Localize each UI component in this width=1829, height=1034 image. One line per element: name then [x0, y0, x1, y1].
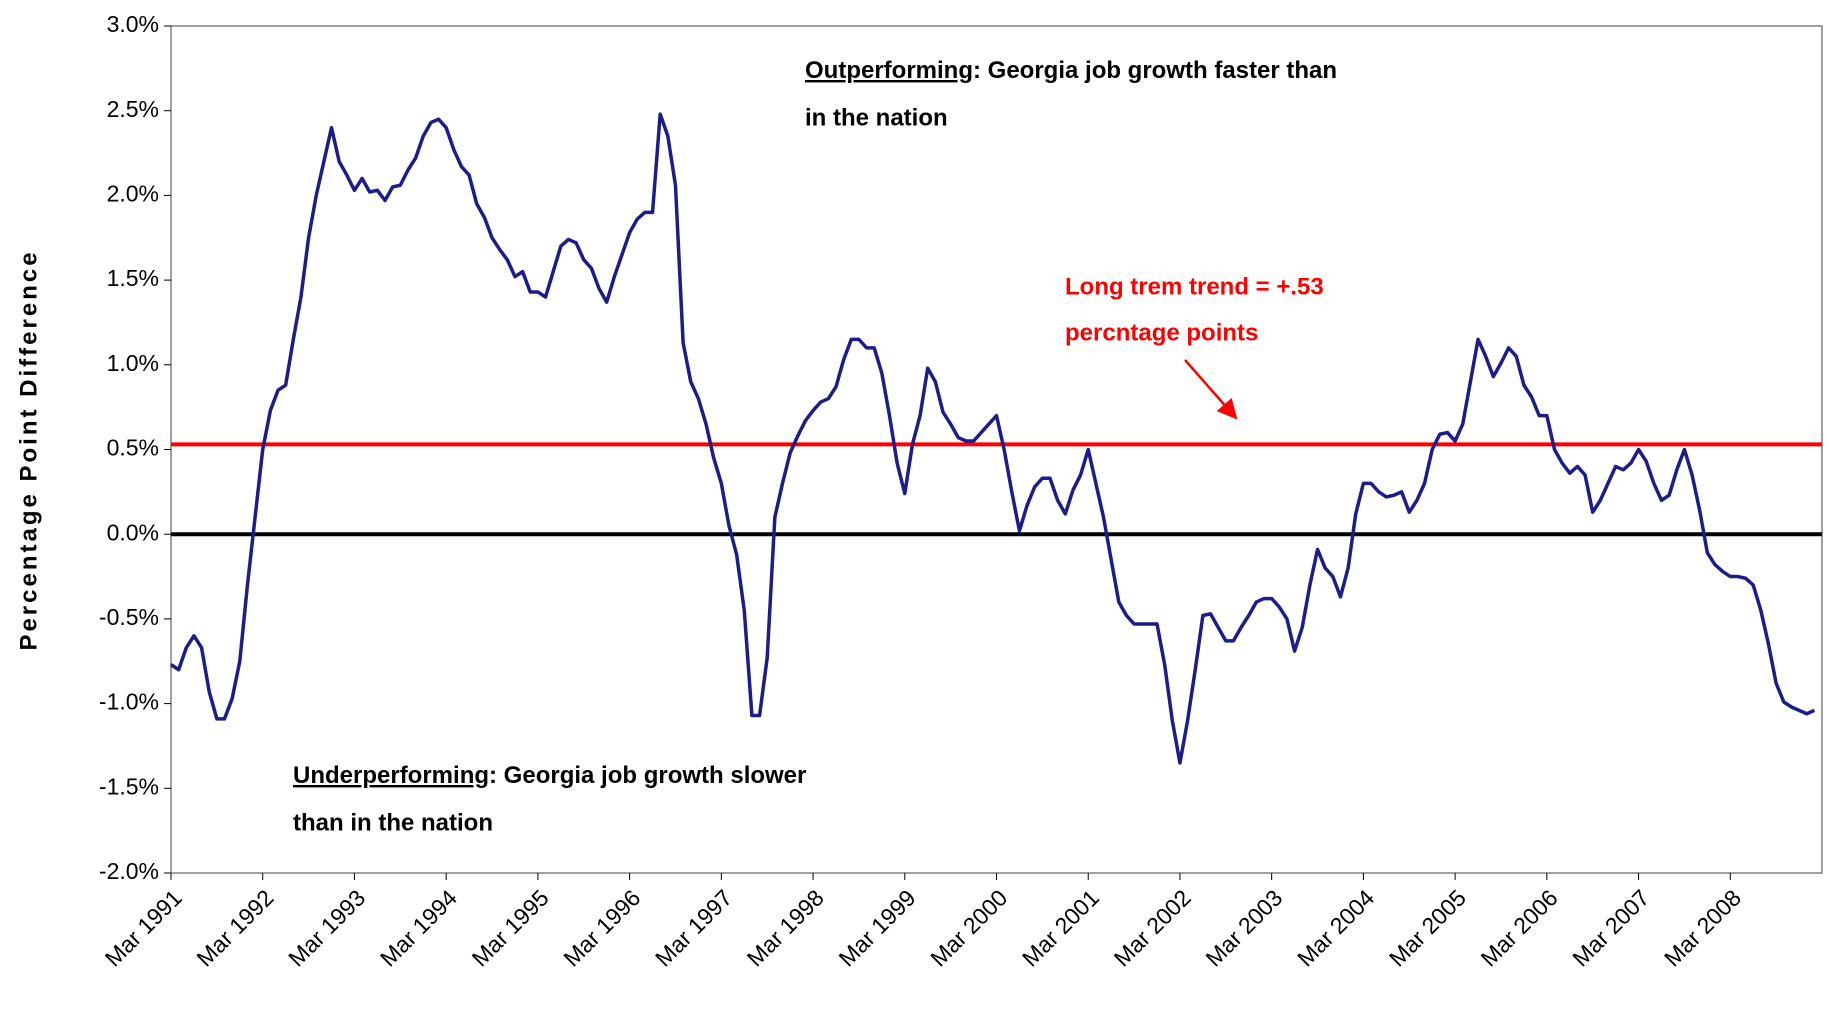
x-tick-label: Mar 2001	[1017, 884, 1104, 971]
y-tick-label: 2.5%	[107, 96, 159, 122]
y-tick-label: -1.5%	[99, 773, 159, 799]
annotation: Underperforming: Georgia job growth slow…	[293, 762, 806, 789]
y-tick-label: 1.5%	[107, 265, 159, 291]
annotation-underlined: Outperforming	[805, 57, 973, 84]
x-tick-label: Mar 1996	[558, 884, 645, 971]
x-tick-label: Mar 1995	[467, 884, 554, 971]
annotation-text: : Georgia job growth faster than	[973, 57, 1337, 84]
series-line	[170, 112, 1816, 765]
y-tick-label: -0.5%	[99, 604, 159, 630]
trend-label: Long trem trend = +.53	[1065, 273, 1324, 300]
y-tick-label: -2.0%	[99, 858, 159, 884]
x-tick-label: Mar 1994	[375, 884, 462, 971]
annotation-continuation: in the nation	[805, 104, 948, 131]
x-tick-label: Mar 2007	[1567, 884, 1654, 971]
x-tick-label: Mar 1993	[283, 884, 370, 971]
y-axis-title: Percentage Point Difference	[15, 249, 42, 650]
y-tick-label: 2.0%	[107, 180, 159, 206]
x-tick-label: Mar 2000	[925, 884, 1012, 971]
x-tick-label: Mar 2002	[1109, 884, 1196, 971]
y-tick-label: -1.0%	[99, 689, 159, 715]
trend-label: percntage points	[1065, 319, 1258, 346]
x-tick-label: Mar 2006	[1476, 884, 1563, 971]
x-tick-label: Mar 1999	[834, 884, 921, 971]
x-tick-label: Mar 1991	[100, 884, 187, 971]
x-tick-label: Mar 1992	[191, 884, 278, 971]
y-tick-label: 0.0%	[107, 519, 159, 545]
x-tick-label: Mar 2008	[1659, 884, 1746, 971]
y-tick-label: 3.0%	[107, 11, 159, 37]
x-tick-label: Mar 2003	[1200, 884, 1287, 971]
x-tick-label: Mar 2005	[1384, 884, 1471, 971]
y-tick-label: 0.5%	[107, 435, 159, 461]
x-tick-label: Mar 1998	[742, 884, 829, 971]
annotation-underlined: Underperforming	[293, 762, 489, 789]
annotation: Outperforming: Georgia job growth faster…	[805, 57, 1337, 84]
x-tick-label: Mar 1997	[650, 884, 737, 971]
y-tick-label: 1.0%	[107, 350, 159, 376]
x-tick-label: Mar 2004	[1292, 884, 1379, 971]
trend-arrow	[1184, 359, 1238, 420]
annotation-continuation: than in the nation	[293, 809, 493, 836]
annotation-text: : Georgia job growth slower	[489, 762, 806, 789]
